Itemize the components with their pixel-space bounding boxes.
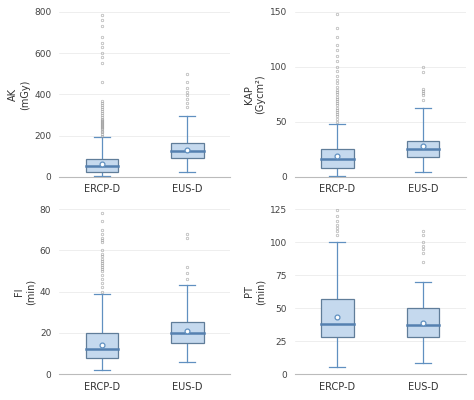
Y-axis label: KAP
(Gycm²): KAP (Gycm²) xyxy=(244,74,265,114)
Bar xyxy=(407,308,439,337)
Bar xyxy=(321,299,354,337)
Y-axis label: FI
(min): FI (min) xyxy=(14,278,36,305)
Bar xyxy=(407,140,439,157)
Bar xyxy=(321,149,354,168)
Y-axis label: PT
(min): PT (min) xyxy=(244,278,265,305)
Y-axis label: AK
(mGy): AK (mGy) xyxy=(9,79,30,110)
Bar xyxy=(85,159,118,172)
Bar xyxy=(85,333,118,358)
Bar xyxy=(171,322,203,343)
Bar xyxy=(171,143,203,158)
